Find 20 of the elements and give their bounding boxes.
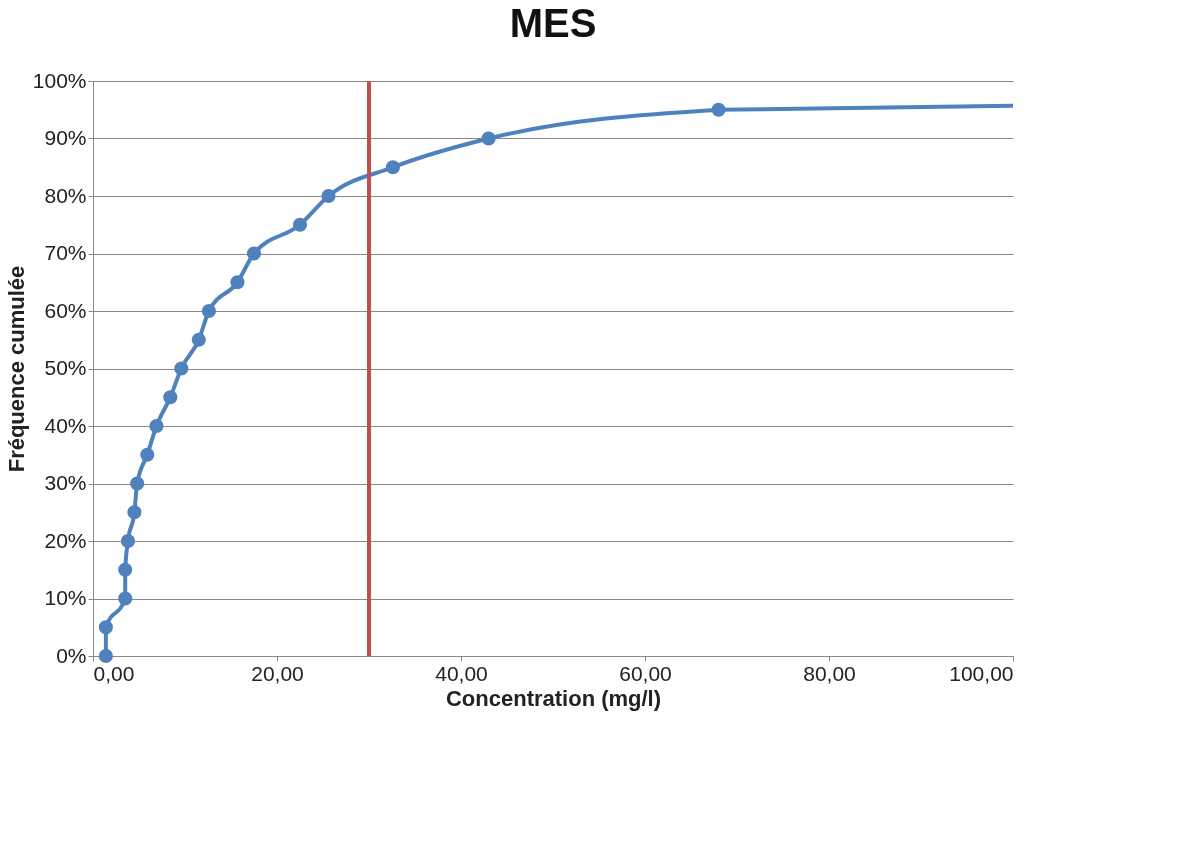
x-tick-label: 0,00 — [93, 661, 135, 685]
x-axis-title: Concentration (mg/l) — [445, 685, 662, 711]
x-tick-label: 20,00 — [251, 661, 304, 685]
y-tick-label: 10% — [44, 586, 87, 609]
x-tick-label: 40,00 — [435, 661, 488, 685]
x-tick-label: 100,00 — [949, 661, 1014, 685]
y-tick-label: 50% — [44, 356, 87, 379]
y-tick-label: 0% — [56, 643, 87, 667]
y-axis-title: Fréquence cumulée — [3, 265, 29, 473]
y-tick-label: 40% — [44, 413, 87, 437]
y-tick-label: 30% — [44, 471, 87, 494]
y-tick-label: 80% — [44, 183, 87, 207]
chart-title: MES — [509, 1, 597, 45]
x-tick-label: 80,00 — [803, 661, 856, 685]
y-tick-label: 60% — [44, 298, 87, 322]
y-tick-label: 90% — [44, 126, 87, 149]
y-tick-label: 100% — [32, 68, 87, 92]
y-tick-label: 20% — [44, 528, 87, 552]
x-tick-label: 60,00 — [619, 661, 672, 685]
y-tick-label: 70% — [44, 241, 87, 264]
